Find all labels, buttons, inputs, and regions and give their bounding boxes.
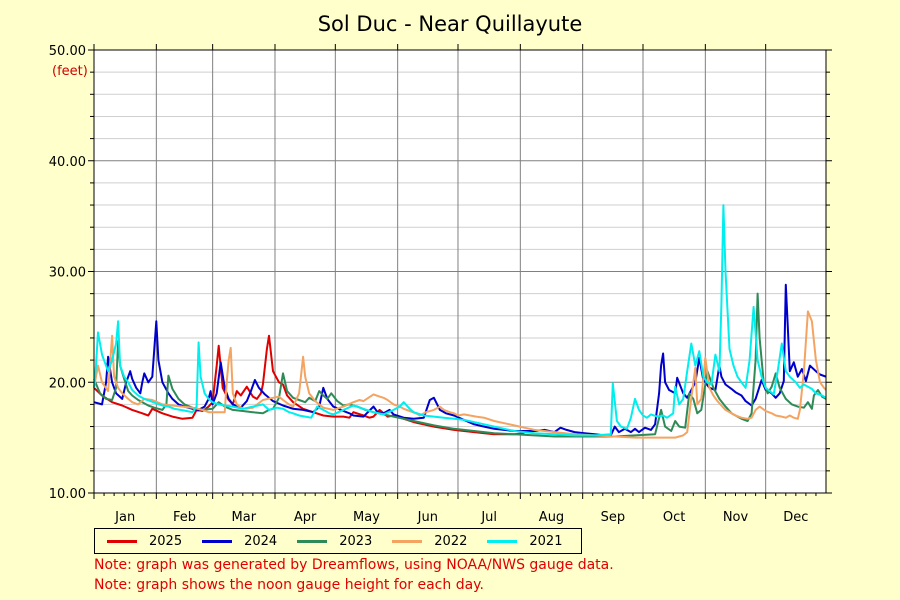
legend-label-2023: 2023 [339, 533, 373, 549]
x-month-label: Sep [601, 510, 626, 525]
chart-legend: 2025 2024 2023 2022 2021 [94, 528, 582, 554]
legend-label-2022: 2022 [434, 533, 468, 549]
legend-item-2025: 2025 [107, 534, 182, 549]
y-tick-label: 10.00 [49, 487, 86, 502]
series-line-2022 [93, 310, 827, 439]
legend-item-2023: 2023 [297, 534, 372, 549]
series-line-2021 [93, 204, 827, 437]
note-noon-height: Note: graph shows the noon gauge height … [94, 577, 484, 593]
legend-item-2021: 2021 [487, 534, 562, 549]
x-month-label: Aug [539, 510, 564, 525]
x-month-label: Feb [173, 510, 196, 525]
y-axis-unit-label: (feet) [52, 64, 88, 79]
legend-swatch-2023 [297, 539, 328, 543]
x-month-label: Jun [417, 510, 438, 525]
x-month-label: Jan [114, 510, 135, 525]
legend-item-2024: 2024 [202, 534, 277, 549]
x-month-label: Jul [480, 510, 497, 525]
x-month-label: May [353, 510, 380, 525]
legend-label-2021: 2021 [529, 533, 563, 549]
series-layer [93, 204, 827, 439]
x-month-label: Mar [232, 510, 257, 525]
x-month-label: Nov [723, 510, 749, 525]
legend-item-2022: 2022 [392, 534, 467, 549]
legend-swatch-2024 [202, 539, 233, 543]
x-month-label: Dec [783, 510, 808, 525]
grid-lines [94, 49, 826, 494]
axes: 10.00 20.00 30.00 40.00 50.00 Jan Feb Mar Apr May… [49, 44, 832, 525]
x-month-label: Oct [663, 510, 685, 525]
legend-swatch-2022 [392, 539, 423, 543]
y-tick-label: 20.00 [49, 376, 86, 391]
x-month-label: Apr [294, 510, 317, 525]
y-tick-label: 40.00 [49, 155, 86, 170]
legend-swatch-2025 [107, 539, 137, 543]
legend-label-2024: 2024 [244, 533, 278, 549]
note-data-source: Note: graph was generated by Dreamflows,… [94, 557, 614, 573]
legend-swatch-2021 [487, 539, 518, 543]
chart-title: Sol Duc - Near Quillayute [317, 12, 583, 36]
y-tick-label: 30.00 [49, 266, 86, 281]
y-tick-label: 50.00 [49, 44, 86, 59]
legend-label-2025: 2025 [149, 533, 183, 549]
